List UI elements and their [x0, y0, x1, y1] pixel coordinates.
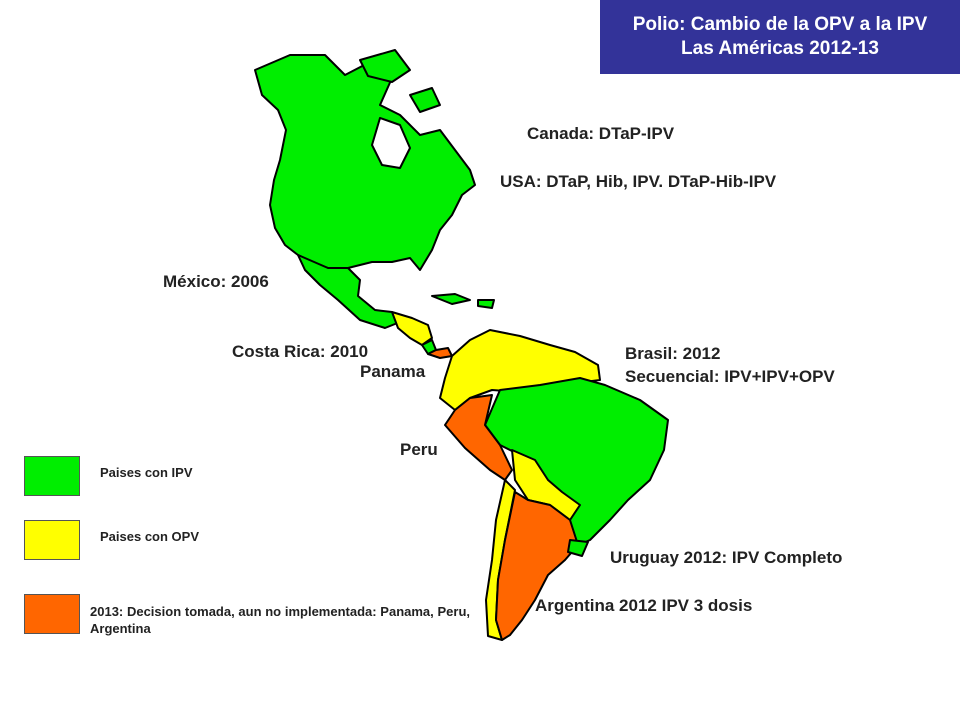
- region-uruguay: [567, 539, 589, 557]
- region-cuba: [431, 293, 471, 305]
- title-box: Polio: Cambio de la OPV a la IPV Las Amé…: [600, 0, 960, 74]
- title-line-2: Las Américas 2012-13: [681, 38, 879, 59]
- legend-swatch-decision: [24, 594, 80, 634]
- legend-swatch-opv: [24, 520, 80, 560]
- label-mexico: México: 2006: [163, 272, 269, 291]
- legend-swatch-ipv: [24, 456, 80, 496]
- legend-label-ipv: Paises con IPV: [100, 465, 193, 480]
- hudson-bay: [371, 117, 411, 169]
- label-usa: USA: DTaP, Hib, IPV. DTaP-Hib-IPV: [500, 172, 777, 191]
- arctic-island-1: [359, 49, 411, 83]
- title-line-1: Polio: Cambio de la OPV a la IPV: [632, 14, 928, 35]
- label-uruguay: Uruguay 2012: IPV Completo: [610, 548, 843, 567]
- region-central-america: [391, 311, 433, 346]
- legend-label-opv: Paises con OPV: [100, 529, 199, 544]
- label-brasil-2: Secuencial: IPV+IPV+OPV: [625, 367, 835, 386]
- legend-label-decision: 2013: Decision tomada, aun no implementa…: [90, 604, 470, 636]
- region-north-america: [254, 54, 476, 271]
- label-costa-rica: Costa Rica: 2010: [232, 342, 369, 361]
- label-panama: Panama: [360, 362, 426, 381]
- region-panama: [427, 347, 453, 359]
- region-bolivia-paraguay: [511, 449, 581, 521]
- region-peru: [444, 394, 513, 481]
- region-argentina: [495, 491, 579, 641]
- label-canada: Canada: DTaP-IPV: [527, 124, 675, 143]
- arctic-island-2: [409, 87, 441, 113]
- region-hispaniola: [477, 299, 495, 309]
- label-brasil-1: Brasil: 2012: [625, 344, 721, 363]
- label-peru: Peru: [400, 440, 438, 459]
- label-argentina: Argentina 2012 IPV 3 dosis: [535, 596, 753, 615]
